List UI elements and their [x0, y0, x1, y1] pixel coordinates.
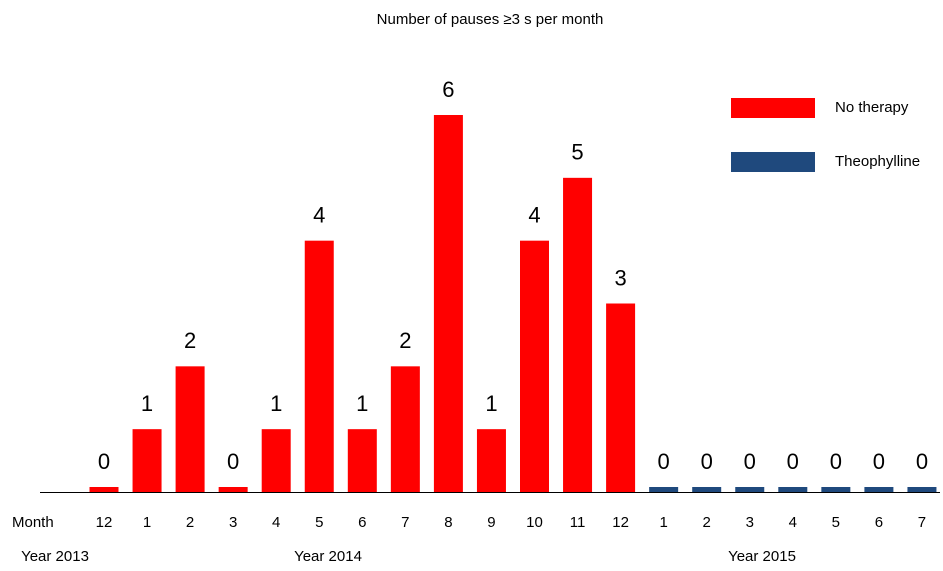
bar	[520, 240, 549, 492]
bar	[390, 366, 420, 492]
bar	[304, 240, 334, 492]
legend-swatch	[731, 152, 815, 172]
bar	[347, 429, 377, 492]
x-tick-label: 4	[272, 514, 280, 531]
bar	[649, 487, 679, 492]
x-tick-label: 1	[143, 514, 151, 531]
bar	[735, 487, 765, 492]
x-tick-label: 7	[401, 514, 409, 531]
bar	[821, 487, 851, 492]
legend-swatch	[731, 98, 815, 118]
x-tick-label: 9	[487, 514, 495, 531]
x-tick-label: 12	[612, 514, 629, 531]
x-tick-label: 8	[444, 514, 452, 531]
chart-title: Number of pauses ≥3 s per month	[377, 11, 604, 28]
x-tick-label: 3	[229, 514, 237, 531]
bar	[175, 366, 205, 492]
data-label: 0	[227, 449, 239, 474]
data-label: 0	[830, 449, 842, 474]
x-tick-label: 6	[358, 514, 366, 531]
data-label: 1	[270, 391, 282, 416]
data-label: 0	[98, 449, 110, 474]
x-tick-label: 11	[570, 514, 586, 531]
x-tick-label: 5	[315, 514, 323, 531]
data-label: 0	[787, 449, 799, 474]
bar	[132, 429, 162, 492]
legend-label: Theophylline	[835, 153, 920, 170]
bar	[907, 487, 937, 492]
year-label: Year 2013	[21, 548, 89, 565]
x-tick-label: 10	[526, 514, 543, 531]
data-label: 5	[571, 140, 583, 165]
bar	[476, 429, 506, 492]
x-tick-label: 4	[789, 514, 797, 531]
x-tick-label: 1	[659, 514, 667, 531]
bar	[864, 487, 894, 492]
legend-label: No therapy	[835, 99, 909, 116]
bar	[261, 429, 291, 492]
data-label: 0	[701, 449, 713, 474]
bar	[218, 487, 248, 492]
data-label: 4	[528, 202, 540, 227]
data-label: 2	[184, 328, 196, 353]
row-label: Month	[12, 514, 54, 531]
data-label: 1	[356, 391, 368, 416]
data-label: 0	[873, 449, 885, 474]
year-label: Year 2014	[294, 548, 362, 565]
x-tick-label: 3	[746, 514, 754, 531]
x-tick-label: 2	[186, 514, 194, 531]
bar	[692, 487, 722, 492]
data-label: 0	[744, 449, 756, 474]
data-label: 3	[614, 265, 626, 290]
year-label: Year 2015	[728, 548, 796, 565]
bar	[433, 115, 463, 492]
x-tick-label: 2	[703, 514, 711, 531]
data-label: 2	[399, 328, 411, 353]
bar	[563, 177, 593, 493]
x-tick-label: 5	[832, 514, 840, 531]
bar	[606, 303, 636, 492]
bar	[778, 487, 808, 492]
data-label: 1	[141, 391, 153, 416]
data-label: 1	[485, 391, 497, 416]
data-label: 0	[658, 449, 670, 474]
data-label: 4	[313, 202, 325, 227]
x-tick-label: 7	[918, 514, 926, 531]
data-label: 0	[916, 449, 928, 474]
x-tick-label: 6	[875, 514, 883, 531]
x-tick-label: 12	[96, 514, 113, 531]
data-label: 6	[442, 77, 454, 102]
bar	[89, 487, 119, 492]
